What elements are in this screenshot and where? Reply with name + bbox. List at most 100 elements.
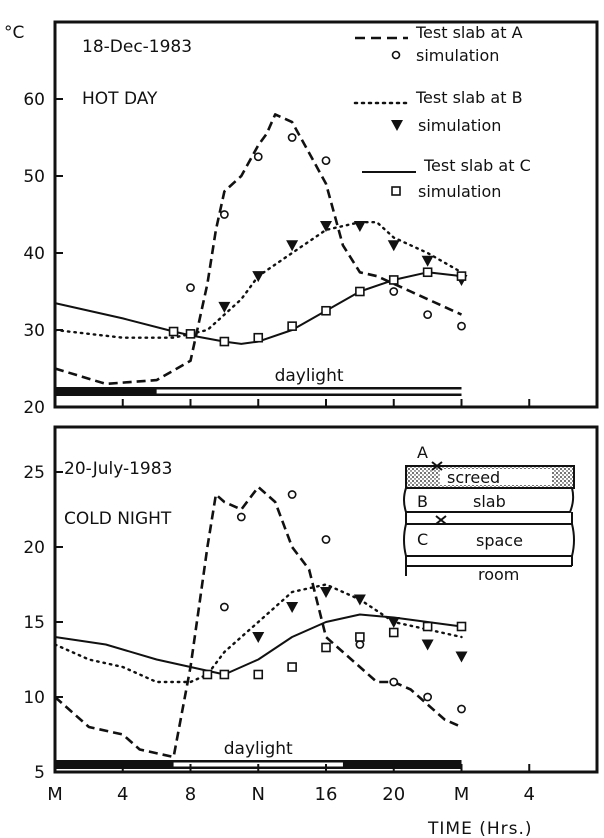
legend-label-sim-c: simulation — [418, 182, 501, 201]
legend-label-sim-b: simulation — [418, 116, 501, 135]
x-tick-label: 8 — [185, 784, 196, 805]
bottom-sim-circle-point — [236, 512, 246, 522]
bottom-sim-triangle-point — [320, 587, 332, 598]
x-tick-label: 16 — [315, 784, 338, 805]
bottom-sim-circle-point — [219, 602, 229, 612]
legend-marker-circle — [391, 50, 401, 60]
bottom-y-tick-label: 15 — [23, 613, 45, 633]
bottom-y-tick-label: 5 — [34, 763, 45, 783]
bottom-date-label: 20-July-1983 — [64, 459, 172, 479]
top-daylight-band — [156, 389, 462, 394]
point-b-marker — [435, 515, 447, 525]
bottom-series-dotted-line — [53, 583, 463, 684]
top-sim-square-point — [168, 326, 179, 337]
top-sim-square-point — [321, 305, 331, 316]
top-sim-circle-point — [186, 283, 195, 293]
top-sim-square-point — [456, 271, 467, 281]
legend-marker-triangle — [391, 120, 403, 131]
x-tick-label: 20 — [382, 784, 405, 805]
bottom-condition-label: COLD NIGHT — [64, 509, 172, 529]
top-axes: 20 30 40 50 60 daylight — [23, 90, 531, 418]
bottom-sim-square-point — [287, 662, 297, 672]
top-sim-square-point — [185, 329, 196, 339]
bottom-sim-circle-point — [457, 704, 466, 714]
top-y-tick-label: 40 — [23, 244, 45, 264]
bottom-sim-circle-point — [423, 692, 433, 702]
bottom-series-solid-line — [54, 613, 462, 676]
bottom-sim-square-point — [202, 669, 213, 680]
y-unit-label: °C — [4, 23, 24, 43]
bottom-sim-square-point — [321, 642, 331, 653]
legend: Test slab at A simulation Test slab at B… — [353, 23, 531, 201]
bottom-panel: 20-July-1983 COLD NIGHT 5 10 15 20 25 dayligh… — [23, 425, 599, 783]
x-tick-label: M — [454, 784, 470, 805]
top-sim-circle-point — [389, 287, 399, 296]
x-tick-label: 4 — [524, 784, 535, 805]
top-sim-circle-point — [287, 133, 297, 142]
top-sim-triangle-point — [421, 255, 434, 267]
inset-label-slab: slab — [473, 492, 506, 511]
inset-label-c: C — [417, 530, 428, 549]
bottom-y-tick-label: 25 — [23, 463, 45, 483]
bottom-sim-square-point — [422, 621, 433, 632]
x-tick-label: M — [47, 784, 63, 805]
top-sim-square-point — [388, 275, 399, 285]
slab-layer — [403, 487, 575, 513]
slab-inset-diagram: A screed B slab C space room — [403, 443, 575, 584]
screed-label-bg — [440, 469, 552, 485]
top-sim-triangle-point — [286, 240, 299, 252]
top-y-tick-label: 20 — [23, 398, 45, 418]
top-sim-triangle-point — [320, 221, 332, 233]
top-y-tick-label: 50 — [23, 167, 45, 187]
top-series — [53, 113, 468, 386]
top-sim-square-point — [253, 332, 264, 343]
top-daylight-label: daylight — [275, 366, 344, 386]
bottom-axes: 5 10 15 20 25 daylight — [23, 463, 531, 783]
inset-label-b: B — [417, 492, 428, 511]
legend-label-sim-a: simulation — [416, 46, 499, 65]
top-sim-square-point — [219, 336, 230, 347]
bottom-y-tick-label: 10 — [23, 688, 45, 708]
legend-label-b: Test slab at B — [415, 88, 523, 107]
top-date-label: 18-Dec-1983 — [82, 37, 192, 57]
bottom-sim-circle-point — [355, 640, 365, 649]
top-sim-circle-point — [253, 152, 263, 162]
bottom-sim-circle-point — [287, 490, 297, 499]
bottom-sim-circle-point — [321, 535, 331, 544]
top-panel: °C 18-Dec-1983 HOT DAY 20 30 40 50 60 dayligh… — [4, 20, 599, 418]
x-tick-label: N — [252, 784, 265, 805]
legend-label-c: Test slab at C — [423, 156, 531, 175]
bottom-sim-triangle-point — [455, 651, 468, 663]
top-sim-circle-point — [321, 156, 331, 165]
top-sim-square-point — [287, 321, 297, 331]
bottom-sim-circle-point — [389, 677, 399, 687]
top-sim-triangle-point — [252, 271, 265, 283]
top-series-dashed-line — [54, 113, 463, 386]
bottom-sim-triangle-point — [286, 602, 299, 613]
top-sim-triangle-point — [387, 240, 400, 252]
top-condition-label: HOT DAY — [82, 89, 158, 109]
bottom-sim-triangle-point — [353, 594, 366, 606]
top-sim-circle-point — [423, 310, 433, 319]
inset-label-space: space — [476, 531, 523, 550]
bottom-sim-square-point — [253, 669, 264, 680]
bottom-sim-square-point — [456, 621, 467, 632]
top-sim-square-point — [422, 267, 433, 278]
top-sim-triangle-point — [353, 221, 366, 233]
top-y-tick-label: 30 — [23, 321, 45, 341]
top-y-tick-label: 60 — [23, 90, 45, 110]
bottom-y-tick-label: 20 — [23, 538, 45, 558]
legend-label-a: Test slab at A — [415, 23, 523, 42]
bottom-sim-square-point — [388, 627, 399, 638]
legend-marker-square — [391, 186, 401, 196]
bottom-daylight-label: daylight — [224, 739, 293, 759]
top-sim-triangle-point — [218, 301, 231, 313]
top-sim-circle-point — [457, 321, 466, 331]
bottom-sim-triangle-point — [387, 617, 400, 628]
bottom-sim-triangle-point — [252, 632, 265, 643]
x-tick-label: 4 — [117, 784, 128, 805]
bottom-series — [53, 485, 468, 759]
inset-label-a: A — [417, 443, 428, 462]
bottom-sim-square-point — [355, 632, 365, 642]
